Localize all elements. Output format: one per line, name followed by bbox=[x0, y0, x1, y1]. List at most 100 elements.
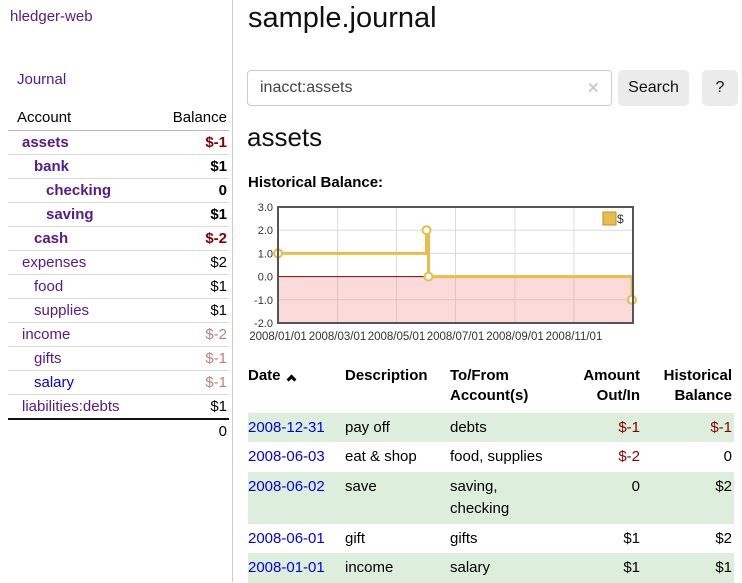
svg-text:2.0: 2.0 bbox=[258, 225, 273, 237]
account-row-gifts: gifts $-1 bbox=[8, 346, 229, 371]
svg-text:2008/07/01: 2008/07/01 bbox=[427, 331, 485, 343]
transaction-amount: $-1 bbox=[618, 418, 640, 436]
account-link-saving[interactable]: saving bbox=[46, 206, 94, 223]
account-link-bank[interactable]: bank bbox=[34, 158, 70, 175]
sidebar: hledger-web Journal Account Balance asse… bbox=[0, 0, 233, 582]
legend-label: $ bbox=[617, 212, 624, 226]
account-balance: $1 bbox=[148, 394, 229, 419]
account-row-saving: saving $1 bbox=[8, 202, 229, 227]
account-link-gifts[interactable]: gifts bbox=[34, 350, 62, 367]
svg-text:2008/05/01: 2008/05/01 bbox=[368, 331, 426, 343]
page-title: sample.journal bbox=[248, 2, 437, 34]
register-row: 2008-01-01 income salary $1 $1 bbox=[248, 553, 734, 583]
account-row-expenses: expenses $2 bbox=[8, 250, 229, 275]
account-balance: $-1 bbox=[148, 370, 229, 395]
register-header-balance: Historical Balance bbox=[663, 367, 732, 405]
account-link-income[interactable]: income bbox=[22, 326, 71, 343]
transaction-balance: $-1 bbox=[710, 418, 732, 436]
accounts-balance-table: Account Balance assets $-1 bank $1 check… bbox=[8, 106, 229, 443]
account-link-assets[interactable]: assets bbox=[22, 134, 69, 151]
chart-y-axis-labels: 3.0 2.0 1.0 0.0 -1.0 -2.0 bbox=[254, 202, 273, 330]
transaction-amount: $-2 bbox=[618, 448, 640, 466]
historical-balance-chart[interactable]: $ 3.0 2.0 1.0 0.0 -1.0 -2.0 2008/01/01 2… bbox=[240, 200, 642, 350]
account-balance: $2 bbox=[148, 250, 229, 275]
transaction-balance: $2 bbox=[715, 478, 732, 495]
transaction-description: gift bbox=[345, 529, 366, 547]
account-balance: $-2 bbox=[148, 322, 229, 347]
account-balance: $1 bbox=[148, 202, 229, 227]
chart-title: Historical Balance: bbox=[248, 174, 384, 191]
register-header-date[interactable]: Date bbox=[248, 360, 345, 413]
transaction-amount: $1 bbox=[623, 529, 640, 547]
accounts-header-row: Account Balance bbox=[8, 106, 229, 131]
account-link-food[interactable]: food bbox=[34, 278, 64, 295]
svg-text:2008/09/01: 2008/09/01 bbox=[486, 331, 544, 343]
transaction-description: save bbox=[345, 478, 377, 495]
svg-text:-1.0: -1.0 bbox=[254, 295, 273, 307]
transaction-balance: $2 bbox=[715, 529, 732, 547]
transaction-accounts: saving, checking bbox=[450, 478, 510, 517]
svg-text:2008/11/01: 2008/11/01 bbox=[546, 331, 603, 343]
register-row: 2008-12-31 pay off debts $-1 $-1 bbox=[248, 412, 734, 443]
register-row: 2008-06-03 eat & shop food, supplies $-2… bbox=[248, 442, 734, 472]
transaction-description: income bbox=[345, 559, 394, 577]
transaction-date-link[interactable]: 2008-01-01 bbox=[248, 559, 325, 577]
account-row-income: income $-2 bbox=[8, 322, 229, 347]
register-row: 2008-06-02 save saving, checking 0 $2 bbox=[248, 472, 734, 524]
account-row-supplies: supplies $1 bbox=[8, 298, 229, 323]
register-header-amount: Amount Out/In bbox=[583, 367, 640, 405]
account-link-salary[interactable]: salary bbox=[34, 374, 75, 391]
accounts-header-account: Account bbox=[8, 106, 149, 131]
svg-text:2008/03/01: 2008/03/01 bbox=[309, 331, 367, 343]
register-header-description: Description bbox=[345, 367, 428, 384]
account-balance: 0 bbox=[148, 178, 229, 203]
account-link-expenses[interactable]: expenses bbox=[22, 254, 87, 271]
svg-text:1.0: 1.0 bbox=[258, 248, 273, 260]
account-row-bank: bank $1 bbox=[8, 154, 229, 179]
account-row-salary: salary $-1 bbox=[8, 370, 229, 395]
account-balance: $-1 bbox=[205, 134, 227, 151]
clear-search-icon[interactable]: ✕ bbox=[587, 80, 600, 97]
accounts-total-value: 0 bbox=[148, 418, 229, 443]
chart-legend: $ bbox=[602, 211, 624, 226]
register-account-title: assets bbox=[247, 122, 323, 152]
chart-negative-region bbox=[278, 276, 633, 323]
search-button[interactable]: Search bbox=[618, 70, 689, 106]
account-row-checking: checking 0 bbox=[8, 178, 229, 203]
accounts-total-row: 0 bbox=[8, 418, 229, 443]
transaction-accounts: gifts bbox=[450, 529, 478, 547]
app-title-link[interactable]: hledger-web bbox=[10, 8, 93, 25]
account-balance: $1 bbox=[148, 298, 229, 323]
transaction-date-link[interactable]: 2008-06-03 bbox=[248, 448, 325, 466]
date-header-label: Date bbox=[248, 367, 281, 384]
transaction-date-link[interactable]: 2008-06-02 bbox=[248, 478, 325, 495]
register-table: Date Description To/From Account(s) Amou… bbox=[248, 360, 734, 583]
register-header-row: Date Description To/From Account(s) Amou… bbox=[248, 360, 734, 413]
svg-text:0.0: 0.0 bbox=[258, 272, 273, 284]
transaction-date-link[interactable]: 2008-06-01 bbox=[248, 529, 325, 547]
transaction-balance: $1 bbox=[715, 559, 732, 577]
transaction-accounts: salary bbox=[450, 559, 491, 577]
legend-swatch-icon bbox=[602, 211, 617, 226]
account-balance: $-2 bbox=[148, 226, 229, 251]
help-button[interactable]: ? bbox=[702, 70, 738, 106]
chart-x-axis-labels: 2008/01/01 2008/03/01 2008/05/01 2008/07… bbox=[249, 331, 602, 343]
account-link-checking[interactable]: checking bbox=[46, 182, 112, 199]
transaction-accounts: debts bbox=[450, 418, 487, 436]
transaction-date-link[interactable]: 2008-12-31 bbox=[248, 418, 325, 436]
chart-border bbox=[277, 206, 634, 324]
account-link-supplies[interactable]: supplies bbox=[34, 302, 90, 319]
register-header-accounts: To/From Account(s) bbox=[450, 367, 529, 405]
sidebar-item-journal[interactable]: Journal bbox=[17, 71, 67, 88]
svg-text:-2.0: -2.0 bbox=[254, 318, 273, 330]
transaction-amount: 0 bbox=[631, 478, 640, 495]
transaction-amount: $1 bbox=[623, 559, 640, 577]
sort-ascending-icon bbox=[286, 374, 296, 385]
account-balance: $-1 bbox=[148, 346, 229, 371]
account-link-cash[interactable]: cash bbox=[34, 230, 69, 247]
search-input[interactable] bbox=[247, 70, 612, 106]
transaction-accounts: food, supplies bbox=[450, 448, 543, 466]
account-row-assets: assets $-1 bbox=[8, 131, 229, 155]
account-link-liabilities-debts[interactable]: liabilities:debts bbox=[22, 398, 120, 415]
svg-text:2008/01/01: 2008/01/01 bbox=[249, 331, 307, 343]
